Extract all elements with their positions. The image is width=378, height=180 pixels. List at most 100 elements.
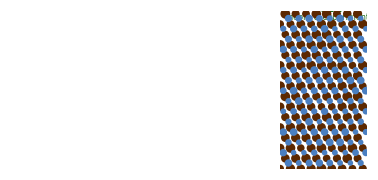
Circle shape (302, 93, 310, 100)
Circle shape (316, 139, 323, 146)
Circle shape (296, 119, 302, 125)
Text: theory & experiment: theory & experiment (285, 13, 369, 22)
Circle shape (322, 112, 332, 122)
Circle shape (286, 61, 295, 70)
Circle shape (48, 80, 54, 86)
Circle shape (311, 30, 321, 39)
Text: ab initio, DFT: ab initio, DFT (40, 13, 93, 22)
Circle shape (290, 46, 297, 53)
Text: H(T), S(T),: H(T), S(T), (186, 68, 226, 77)
Circle shape (353, 92, 363, 101)
Circle shape (310, 66, 318, 74)
Circle shape (285, 57, 291, 63)
Bar (0, 1, 280, 179)
Circle shape (281, 133, 290, 142)
Circle shape (358, 123, 367, 132)
Circle shape (281, 51, 290, 59)
Circle shape (27, 158, 32, 164)
Circle shape (296, 40, 305, 49)
Circle shape (326, 35, 333, 43)
Circle shape (32, 151, 37, 155)
Circle shape (95, 43, 102, 50)
Circle shape (276, 81, 285, 91)
Circle shape (40, 57, 48, 65)
Circle shape (102, 64, 108, 71)
Circle shape (281, 72, 290, 80)
Circle shape (322, 46, 327, 52)
Circle shape (342, 91, 352, 101)
Circle shape (332, 26, 338, 32)
Circle shape (352, 26, 359, 32)
Circle shape (363, 26, 369, 32)
Circle shape (301, 67, 307, 73)
Circle shape (357, 56, 364, 63)
Circle shape (296, 160, 302, 166)
Circle shape (358, 61, 367, 70)
Circle shape (104, 128, 111, 135)
Circle shape (280, 128, 287, 136)
Circle shape (341, 128, 349, 136)
Circle shape (280, 87, 287, 94)
Circle shape (23, 165, 28, 169)
Circle shape (338, 41, 346, 49)
Circle shape (22, 164, 27, 169)
Circle shape (321, 108, 328, 115)
Circle shape (348, 40, 357, 49)
Circle shape (33, 166, 38, 171)
Circle shape (342, 88, 348, 94)
Circle shape (323, 51, 330, 59)
Circle shape (317, 123, 326, 132)
Circle shape (358, 140, 364, 145)
Circle shape (307, 144, 316, 152)
Circle shape (343, 10, 352, 18)
Circle shape (342, 112, 352, 122)
Circle shape (280, 26, 287, 32)
Circle shape (301, 50, 311, 60)
Circle shape (353, 71, 362, 80)
Circle shape (357, 36, 364, 43)
Circle shape (90, 136, 97, 142)
Circle shape (317, 19, 326, 29)
Circle shape (285, 119, 291, 125)
Circle shape (333, 31, 341, 38)
Circle shape (327, 40, 336, 50)
Circle shape (99, 52, 108, 61)
Circle shape (352, 108, 359, 114)
Circle shape (124, 64, 130, 71)
Circle shape (327, 164, 336, 173)
Circle shape (5, 154, 11, 160)
Circle shape (17, 153, 22, 157)
Circle shape (332, 129, 338, 136)
Circle shape (318, 82, 325, 90)
Circle shape (285, 139, 292, 146)
Circle shape (338, 123, 346, 132)
Circle shape (290, 108, 297, 115)
Bar (280, 169, 367, 179)
Circle shape (338, 82, 347, 91)
Circle shape (332, 108, 338, 114)
Circle shape (305, 35, 313, 43)
Circle shape (342, 66, 349, 74)
Circle shape (332, 150, 338, 156)
Circle shape (328, 123, 336, 131)
Circle shape (133, 109, 141, 116)
Circle shape (286, 102, 295, 111)
Circle shape (348, 143, 357, 153)
Circle shape (19, 158, 25, 164)
Circle shape (291, 10, 300, 18)
Circle shape (311, 108, 318, 114)
Circle shape (302, 72, 310, 80)
Circle shape (15, 148, 21, 154)
Circle shape (347, 118, 353, 125)
Circle shape (285, 15, 292, 22)
Circle shape (280, 108, 286, 114)
Circle shape (301, 112, 311, 122)
Circle shape (326, 159, 333, 166)
Circle shape (102, 118, 107, 123)
Circle shape (317, 40, 326, 50)
Circle shape (321, 128, 328, 136)
Circle shape (342, 108, 348, 114)
Circle shape (347, 15, 353, 21)
Circle shape (296, 81, 305, 91)
Circle shape (297, 164, 305, 173)
